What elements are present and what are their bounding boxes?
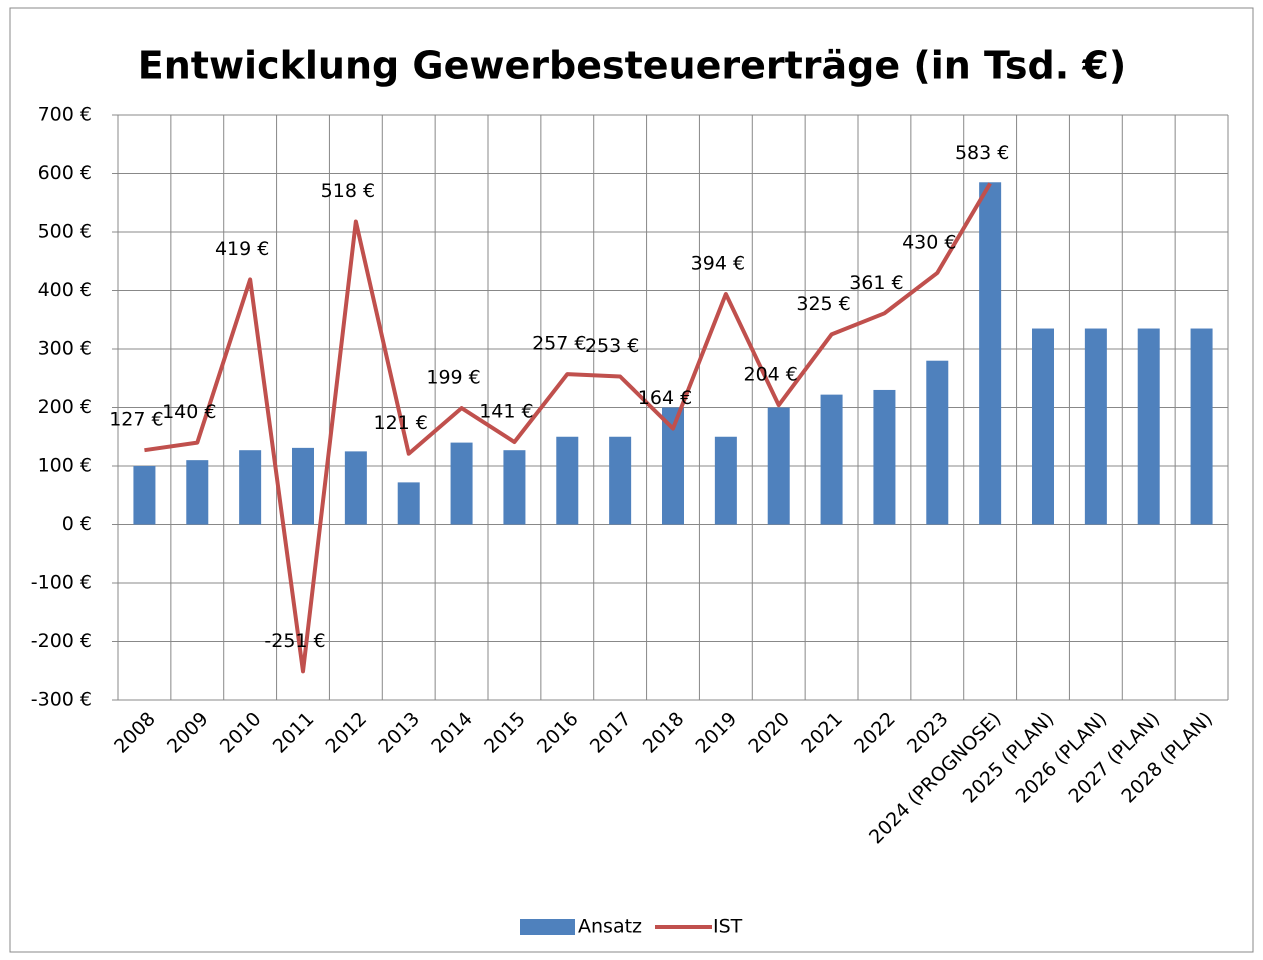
y-tick-label: -200 € — [31, 630, 92, 652]
bar — [1084, 328, 1107, 525]
bar — [979, 182, 1002, 525]
bar — [873, 389, 896, 525]
bar — [450, 442, 473, 525]
bar — [344, 451, 367, 525]
legend-label: Ansatz — [578, 916, 642, 938]
data-label: 361 € — [849, 272, 903, 294]
data-label: 199 € — [426, 367, 480, 389]
chart-title: Entwicklung Gewerbesteuererträge (in Tsd… — [138, 44, 1126, 88]
y-tick-label: 300 € — [38, 338, 92, 360]
bar — [239, 450, 262, 525]
data-label: 204 € — [744, 364, 798, 386]
bar — [556, 436, 579, 525]
bar — [926, 360, 949, 525]
bar — [714, 436, 737, 525]
data-label: 253 € — [585, 335, 639, 357]
data-label: 140 € — [162, 401, 216, 423]
data-label: 518 € — [321, 180, 375, 202]
data-label: 141 € — [479, 401, 533, 423]
bar — [820, 394, 843, 525]
data-label: -251 € — [264, 630, 325, 652]
y-tick-label: 400 € — [38, 279, 92, 301]
data-label: 325 € — [796, 293, 850, 315]
y-tick-label: 100 € — [38, 455, 92, 477]
bar — [397, 482, 420, 525]
data-label: 257 € — [532, 333, 586, 355]
y-tick-label: 500 € — [38, 221, 92, 243]
bar — [1137, 328, 1160, 525]
data-label: 419 € — [215, 238, 269, 260]
y-tick-label: 0 € — [62, 513, 92, 535]
bar — [662, 407, 684, 525]
y-tick-label: -300 € — [31, 689, 92, 711]
data-label: 394 € — [691, 253, 745, 275]
line — [144, 182, 992, 674]
bar — [133, 466, 156, 525]
bar — [292, 447, 314, 525]
y-tick-label: 200 € — [38, 396, 92, 418]
bar — [609, 436, 632, 525]
bar — [1032, 328, 1054, 525]
legend-swatch — [520, 919, 575, 935]
y-tick-label: 600 € — [38, 162, 92, 184]
legend-label: IST — [713, 916, 743, 938]
bar — [1190, 328, 1213, 525]
data-label: 164 € — [638, 387, 692, 409]
bar — [186, 460, 209, 525]
data-label: 583 € — [955, 142, 1009, 164]
data-label: 127 € — [109, 409, 163, 431]
data-label: 430 € — [902, 231, 956, 253]
data-label: 121 € — [374, 412, 428, 434]
y-tick-label: -100 € — [31, 572, 92, 594]
y-tick-label: 700 € — [38, 104, 92, 126]
bar — [503, 450, 526, 525]
bar — [767, 407, 790, 525]
